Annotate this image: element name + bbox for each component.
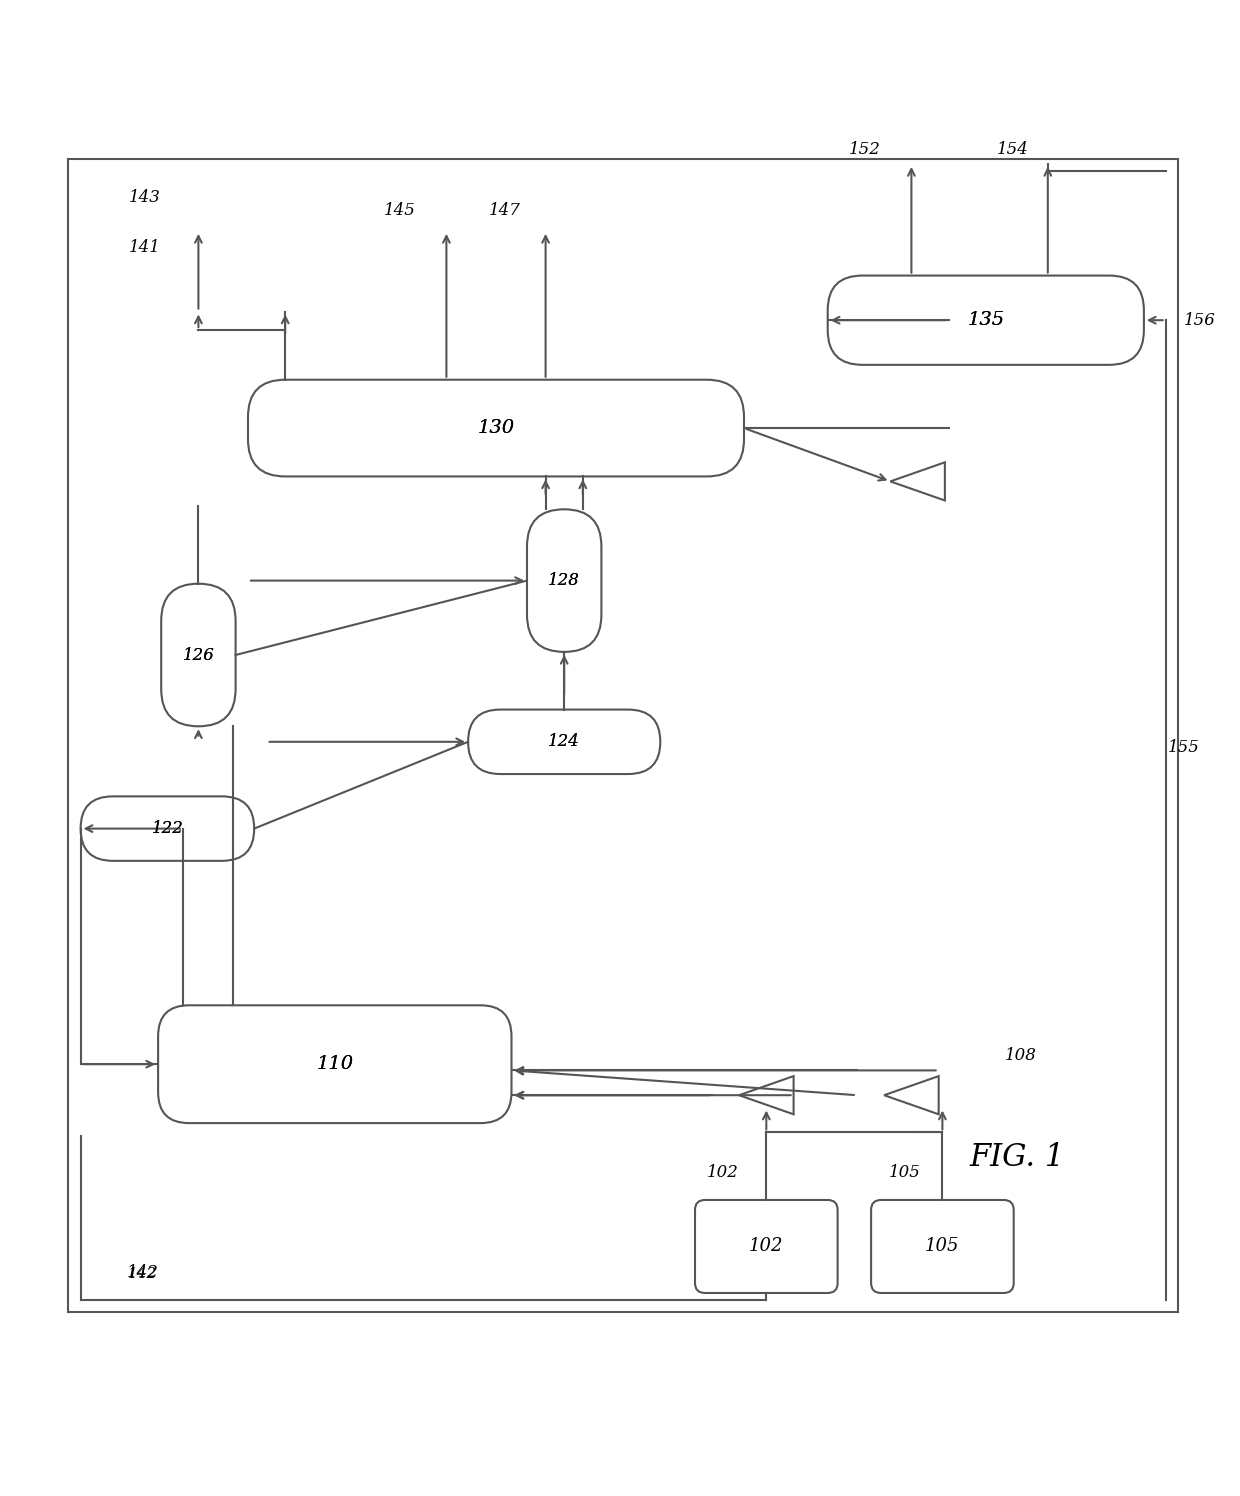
- Text: 126: 126: [182, 646, 215, 664]
- Text: 122: 122: [151, 820, 184, 838]
- Text: 130: 130: [477, 419, 515, 437]
- Text: 128: 128: [548, 571, 580, 589]
- Text: 124: 124: [548, 733, 580, 751]
- Bar: [68, 159, 1178, 1312]
- Text: 156: 156: [1184, 311, 1216, 329]
- FancyBboxPatch shape: [870, 1200, 1014, 1293]
- Text: FIG. 1: FIG. 1: [970, 1141, 1064, 1173]
- Text: 135: 135: [967, 311, 1004, 329]
- Text: 126: 126: [182, 646, 215, 664]
- Text: 122: 122: [151, 820, 184, 838]
- Text: 102: 102: [749, 1237, 784, 1255]
- Text: 141: 141: [129, 239, 161, 256]
- Polygon shape: [739, 1076, 794, 1115]
- Polygon shape: [884, 1076, 939, 1115]
- Text: 142: 142: [126, 1264, 159, 1281]
- FancyBboxPatch shape: [469, 709, 660, 773]
- Text: 105: 105: [889, 1164, 921, 1182]
- Text: 110: 110: [316, 1055, 353, 1073]
- Text: 143: 143: [129, 188, 161, 206]
- Text: 105: 105: [925, 1237, 960, 1255]
- Text: 154: 154: [997, 141, 1029, 157]
- Text: 128: 128: [548, 571, 580, 589]
- Text: 102: 102: [707, 1164, 739, 1182]
- FancyBboxPatch shape: [694, 1200, 838, 1293]
- Polygon shape: [890, 462, 945, 501]
- Text: 152: 152: [848, 141, 880, 157]
- Text: 130: 130: [477, 419, 515, 437]
- FancyBboxPatch shape: [161, 583, 236, 726]
- Text: 155: 155: [1168, 739, 1200, 757]
- FancyBboxPatch shape: [248, 380, 744, 476]
- Text: 147: 147: [489, 202, 521, 218]
- Text: 142: 142: [128, 1267, 157, 1281]
- FancyBboxPatch shape: [828, 275, 1145, 365]
- FancyBboxPatch shape: [159, 1005, 511, 1123]
- Text: 135: 135: [967, 311, 1004, 329]
- Text: 124: 124: [548, 733, 580, 751]
- Text: 145: 145: [383, 202, 415, 218]
- Text: 108: 108: [1004, 1047, 1037, 1064]
- FancyBboxPatch shape: [81, 796, 254, 860]
- Text: 110: 110: [316, 1055, 353, 1073]
- FancyBboxPatch shape: [527, 509, 601, 652]
